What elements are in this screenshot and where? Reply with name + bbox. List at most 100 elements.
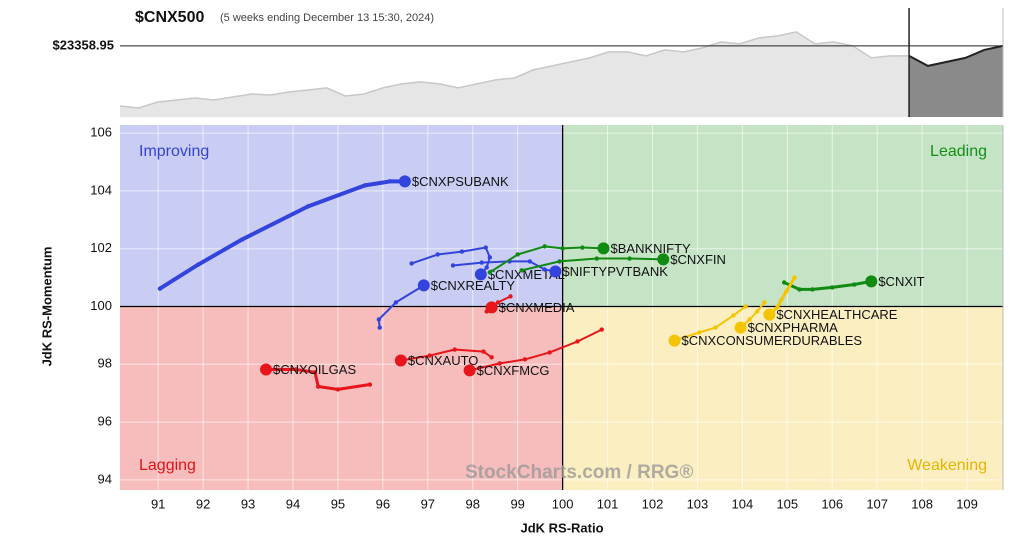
tail-head: [549, 265, 562, 278]
y-tick-label: 104: [90, 182, 112, 197]
tail-point: [497, 361, 502, 366]
tail-point: [483, 245, 488, 250]
x-tick-label: 104: [732, 496, 754, 511]
tail-point: [367, 382, 373, 387]
tail-point: [240, 237, 245, 242]
price-area-recent: [909, 45, 1003, 117]
x-tick-label: 94: [286, 496, 300, 511]
tail-point: [435, 252, 440, 257]
x-tick-label: 106: [821, 496, 843, 511]
tail-point: [627, 256, 632, 261]
tail-point: [427, 353, 432, 358]
tail-point: [487, 255, 493, 260]
series-label: $CNXFMCG: [477, 363, 550, 378]
tail-point: [335, 387, 341, 392]
tail-head: [668, 334, 681, 347]
quadrant-label: Leading: [930, 143, 987, 160]
tail-line: [264, 368, 372, 391]
tail-line: [782, 279, 873, 291]
tail-point: [810, 287, 815, 292]
tail-head: [417, 279, 430, 292]
quadrant-label: Lagging: [139, 457, 196, 474]
y-tick-label: 94: [98, 471, 112, 486]
tail-point: [743, 304, 748, 309]
tail-point: [797, 287, 802, 292]
tail-point: [557, 259, 562, 264]
tail-point: [522, 357, 528, 362]
tail-point: [393, 300, 399, 305]
series-label: $CNXREALTY: [431, 278, 516, 293]
tail-point: [542, 267, 547, 272]
series-label: $CNXHEALTHCARE: [776, 307, 897, 322]
chart-title: $CNX500: [135, 9, 204, 26]
tail-point: [560, 246, 565, 251]
tail-line: [377, 284, 425, 329]
tail-point: [508, 294, 513, 299]
chart-subtitle: (5 weeks ending December 13 15:30, 2024): [220, 12, 434, 24]
tail-point: [747, 317, 752, 322]
tail-point: [762, 300, 767, 305]
price-line-recent: [908, 44, 1004, 67]
watermark: StockCharts.com / RRG®: [465, 462, 693, 483]
tail-line: [488, 245, 605, 274]
series-label: $CNXAUTO: [408, 353, 479, 368]
y-tick-label: 98: [98, 356, 112, 371]
y-axis-title: JdK RS-Momentum: [39, 247, 54, 367]
tail-point: [484, 265, 489, 270]
tail-point: [387, 179, 393, 184]
x-tick-label: 102: [642, 496, 664, 511]
x-tick-label: 97: [421, 496, 435, 511]
quadrant-label: Improving: [139, 143, 209, 160]
quadrant-improving: [120, 125, 563, 307]
series-label: $NIFTYPVTBANK: [562, 264, 668, 279]
price-line: [119, 31, 910, 109]
tail-point: [305, 204, 311, 209]
tail-point: [830, 285, 835, 290]
tail-point: [459, 249, 465, 254]
series-label: $CNXIT: [878, 274, 924, 289]
x-axis-title: JdK RS-Ratio: [520, 520, 603, 535]
tail-point: [519, 268, 524, 273]
x-tick-label: 100: [552, 496, 574, 511]
tail-point: [580, 245, 585, 250]
tail-point: [409, 261, 414, 266]
tail-head: [485, 301, 498, 314]
tail-point: [293, 367, 299, 372]
quadrant-label: Weakening: [907, 457, 987, 474]
x-tick-label: 96: [376, 496, 390, 511]
x-tick-label: 98: [466, 496, 480, 511]
tail-line: [739, 301, 766, 329]
tail-point: [599, 327, 604, 332]
tail-head: [474, 268, 487, 281]
tail-point: [781, 280, 787, 285]
price-area: [120, 31, 910, 117]
x-tick-label: 92: [196, 496, 210, 511]
tail-point: [575, 339, 580, 344]
tail-point: [779, 297, 784, 302]
series-label: $CNXPHARMA: [748, 320, 839, 335]
series-label: $BANKNIFTY: [611, 241, 692, 256]
series-label: $CNXPSUBANK: [412, 174, 509, 189]
tail-point: [594, 256, 599, 261]
tail-point: [542, 244, 547, 249]
tail-point: [376, 317, 382, 322]
x-tick-label: 103: [687, 496, 709, 511]
tail-point: [731, 313, 736, 318]
tail-head: [597, 242, 610, 255]
x-tick-label: 105: [776, 496, 798, 511]
tail-point: [754, 309, 760, 314]
tail-head: [763, 308, 776, 321]
x-tick-label: 107: [866, 496, 888, 511]
tail-line: [468, 328, 603, 372]
tail-head: [657, 253, 670, 266]
tail-point: [377, 325, 382, 330]
y-tick-label: 102: [90, 240, 112, 255]
tail-point: [479, 260, 484, 265]
tail-head: [463, 364, 476, 377]
quadrant-lagging: [120, 306, 563, 490]
y-tick-label: 106: [90, 125, 112, 140]
tail-point: [487, 270, 493, 275]
quadrant-weakening: [562, 306, 1003, 490]
tail-point: [784, 289, 789, 294]
tail-point: [452, 347, 457, 352]
